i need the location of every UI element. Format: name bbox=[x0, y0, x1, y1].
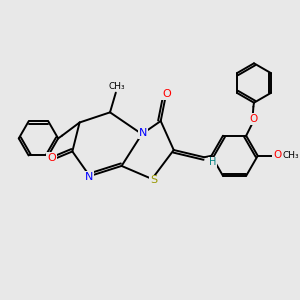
Text: O: O bbox=[249, 114, 257, 124]
Text: CH₃: CH₃ bbox=[283, 151, 299, 160]
Text: O: O bbox=[47, 153, 56, 163]
Text: H: H bbox=[208, 158, 216, 167]
Text: O: O bbox=[162, 89, 171, 99]
Text: N: N bbox=[85, 172, 93, 182]
Text: S: S bbox=[150, 176, 157, 185]
Text: N: N bbox=[139, 128, 148, 138]
Text: O: O bbox=[273, 150, 282, 160]
Text: CH₃: CH₃ bbox=[109, 82, 126, 91]
